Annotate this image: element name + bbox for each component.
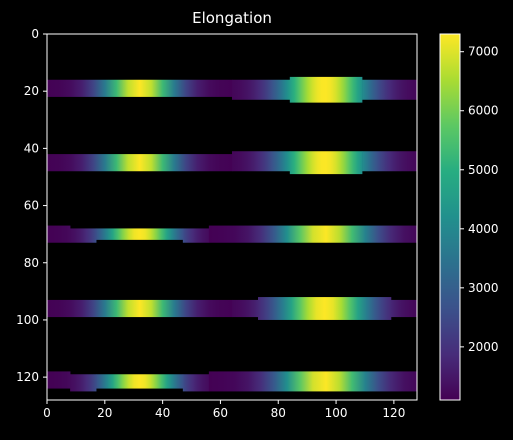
y-tick-label: 0 bbox=[31, 27, 39, 41]
x-tick-label: 0 bbox=[43, 406, 51, 420]
y-tick-label: 40 bbox=[24, 141, 39, 155]
band-1-segment-0 bbox=[47, 154, 232, 171]
band-4-segment-0 bbox=[47, 371, 70, 388]
x-tick-label: 40 bbox=[155, 406, 170, 420]
y-axis: 0 20 40 60 80 100 120 bbox=[16, 27, 47, 384]
band-2-segment-0 bbox=[47, 226, 70, 243]
colorbar-tick-label: 7000 bbox=[468, 45, 499, 59]
x-tick-label: 80 bbox=[271, 406, 286, 420]
band-2-segment-1 bbox=[70, 228, 96, 242]
band-2-segment-4 bbox=[209, 226, 417, 243]
band-0-segment-2 bbox=[290, 77, 363, 103]
band-3-segment-3 bbox=[391, 300, 417, 317]
band-1-segment-3 bbox=[362, 151, 417, 171]
colorbar bbox=[440, 34, 460, 400]
colorbar-tick-label: 4000 bbox=[468, 222, 499, 236]
band-1-segment-1 bbox=[232, 151, 290, 171]
x-axis: 0 20 40 60 80 100 120 bbox=[43, 400, 405, 420]
band-2-segment-3 bbox=[183, 228, 209, 242]
chart-title: Elongation bbox=[192, 9, 272, 27]
band-4-segment-4 bbox=[209, 371, 417, 391]
band-2-segment-2 bbox=[96, 228, 183, 239]
band-0-segment-1 bbox=[232, 80, 290, 100]
colorbar-axis: 2000 3000 4000 5000 6000 7000 bbox=[460, 45, 499, 354]
colorbar-tick-label: 3000 bbox=[468, 281, 499, 295]
colorbar-tick-label: 5000 bbox=[468, 163, 499, 177]
band-4-segment-3 bbox=[183, 374, 209, 391]
band-0-segment-3 bbox=[362, 80, 417, 100]
band-3-segment-1 bbox=[232, 300, 258, 317]
x-tick-label: 60 bbox=[213, 406, 228, 420]
x-tick-label: 120 bbox=[382, 406, 405, 420]
band-1-segment-2 bbox=[290, 151, 363, 174]
y-tick-label: 80 bbox=[24, 256, 39, 270]
y-tick-label: 20 bbox=[24, 84, 39, 98]
band-0-segment-0 bbox=[47, 80, 232, 97]
y-tick-label: 120 bbox=[16, 370, 39, 384]
x-tick-label: 100 bbox=[325, 406, 348, 420]
band-3-segment-0 bbox=[47, 300, 232, 317]
colorbar-tick-label: 2000 bbox=[468, 340, 499, 354]
y-tick-label: 60 bbox=[24, 199, 39, 213]
band-3-segment-2 bbox=[258, 297, 391, 320]
colorbar-tick-label: 6000 bbox=[468, 104, 499, 118]
band-4-segment-2 bbox=[96, 374, 183, 388]
y-tick-label: 100 bbox=[16, 313, 39, 327]
band-4-segment-1 bbox=[70, 374, 96, 391]
x-tick-label: 20 bbox=[97, 406, 112, 420]
